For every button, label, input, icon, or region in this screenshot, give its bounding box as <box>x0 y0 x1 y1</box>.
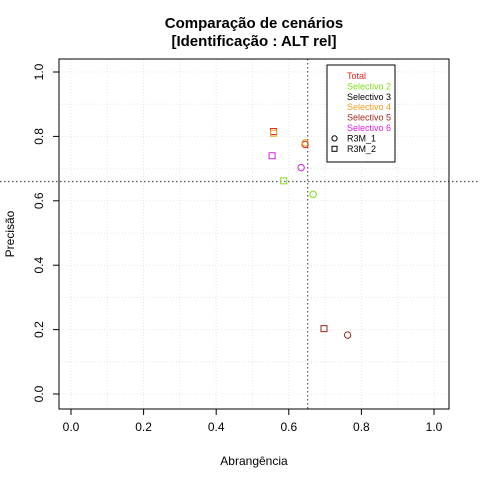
y-tick-label: 0.6 <box>32 192 46 209</box>
x-axis-label: Abrangência <box>220 454 288 468</box>
legend-entry-label: Selectivo 3 <box>347 92 391 102</box>
legend-entry-label: R3M_2 <box>347 144 376 154</box>
x-tick-label: 0.4 <box>208 420 225 434</box>
y-tick-label: 0.2 <box>32 321 46 338</box>
legend-entry-label: Selectivo 5 <box>347 113 391 123</box>
data-point-circle <box>309 190 317 199</box>
x-tick-label: 0.6 <box>280 420 297 434</box>
y-tick-label: 0.4 <box>32 257 46 274</box>
x-tick-label: 0.8 <box>353 420 370 434</box>
legend-box <box>326 64 396 163</box>
y-axis: 0.0 0.2 0.4 0.6 0.8 1.0 <box>32 63 59 402</box>
reference-lines <box>0 59 480 409</box>
data-point-square <box>320 325 328 333</box>
chart-title: Comparação de cenários <box>165 15 343 32</box>
grid-lines <box>59 59 449 409</box>
data-points <box>268 128 352 339</box>
x-tick-label: 1.0 <box>426 420 443 434</box>
data-point-circle <box>301 139 309 147</box>
plot-frame <box>58 58 450 410</box>
data-point-square <box>270 129 278 137</box>
x-tick-label: 0.0 <box>63 420 80 434</box>
legend-entry-label: Selectivo 2 <box>347 81 391 91</box>
data-point-square <box>280 177 288 185</box>
legend-entry-label: R3M_1 <box>347 133 376 143</box>
y-tick-label: 0.0 <box>32 385 46 402</box>
legend-entry-label: Selectivo 4 <box>347 102 391 112</box>
legend-marker-square <box>331 145 338 152</box>
x-tick-label: 0.2 <box>135 420 152 434</box>
chart-subtitle: [Identificação : ALT rel] <box>171 33 336 50</box>
data-point-square <box>270 128 278 136</box>
data-point-circle <box>297 163 305 172</box>
y-axis-label: Precisão <box>3 210 17 257</box>
data-point-square <box>268 152 276 160</box>
legend-entry-label: Total <box>347 71 366 81</box>
legend-marker-circle <box>331 135 338 142</box>
y-tick-label: 1.0 <box>32 63 46 80</box>
x-axis: 0.0 0.2 0.4 0.6 0.8 1.0 <box>63 409 443 434</box>
legend-entry-label: Selectivo 6 <box>347 123 391 133</box>
data-point-circle <box>343 331 352 339</box>
y-tick-label: 0.8 <box>32 128 46 145</box>
